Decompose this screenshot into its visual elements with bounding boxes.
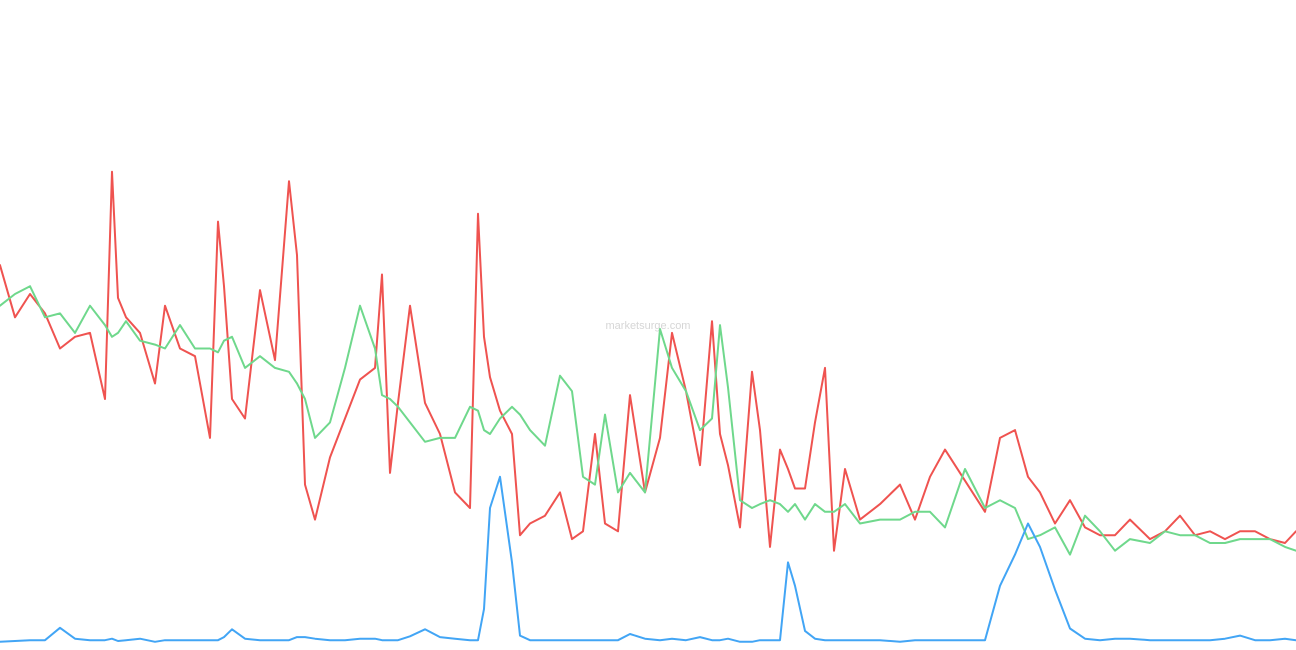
- series-layer: [0, 170, 1296, 643]
- series-line-1: [0, 170, 1296, 552]
- series-line-3: [0, 475, 1296, 643]
- watermark-text: marketsurge.com: [606, 320, 691, 332]
- series-line-2: [0, 285, 1296, 556]
